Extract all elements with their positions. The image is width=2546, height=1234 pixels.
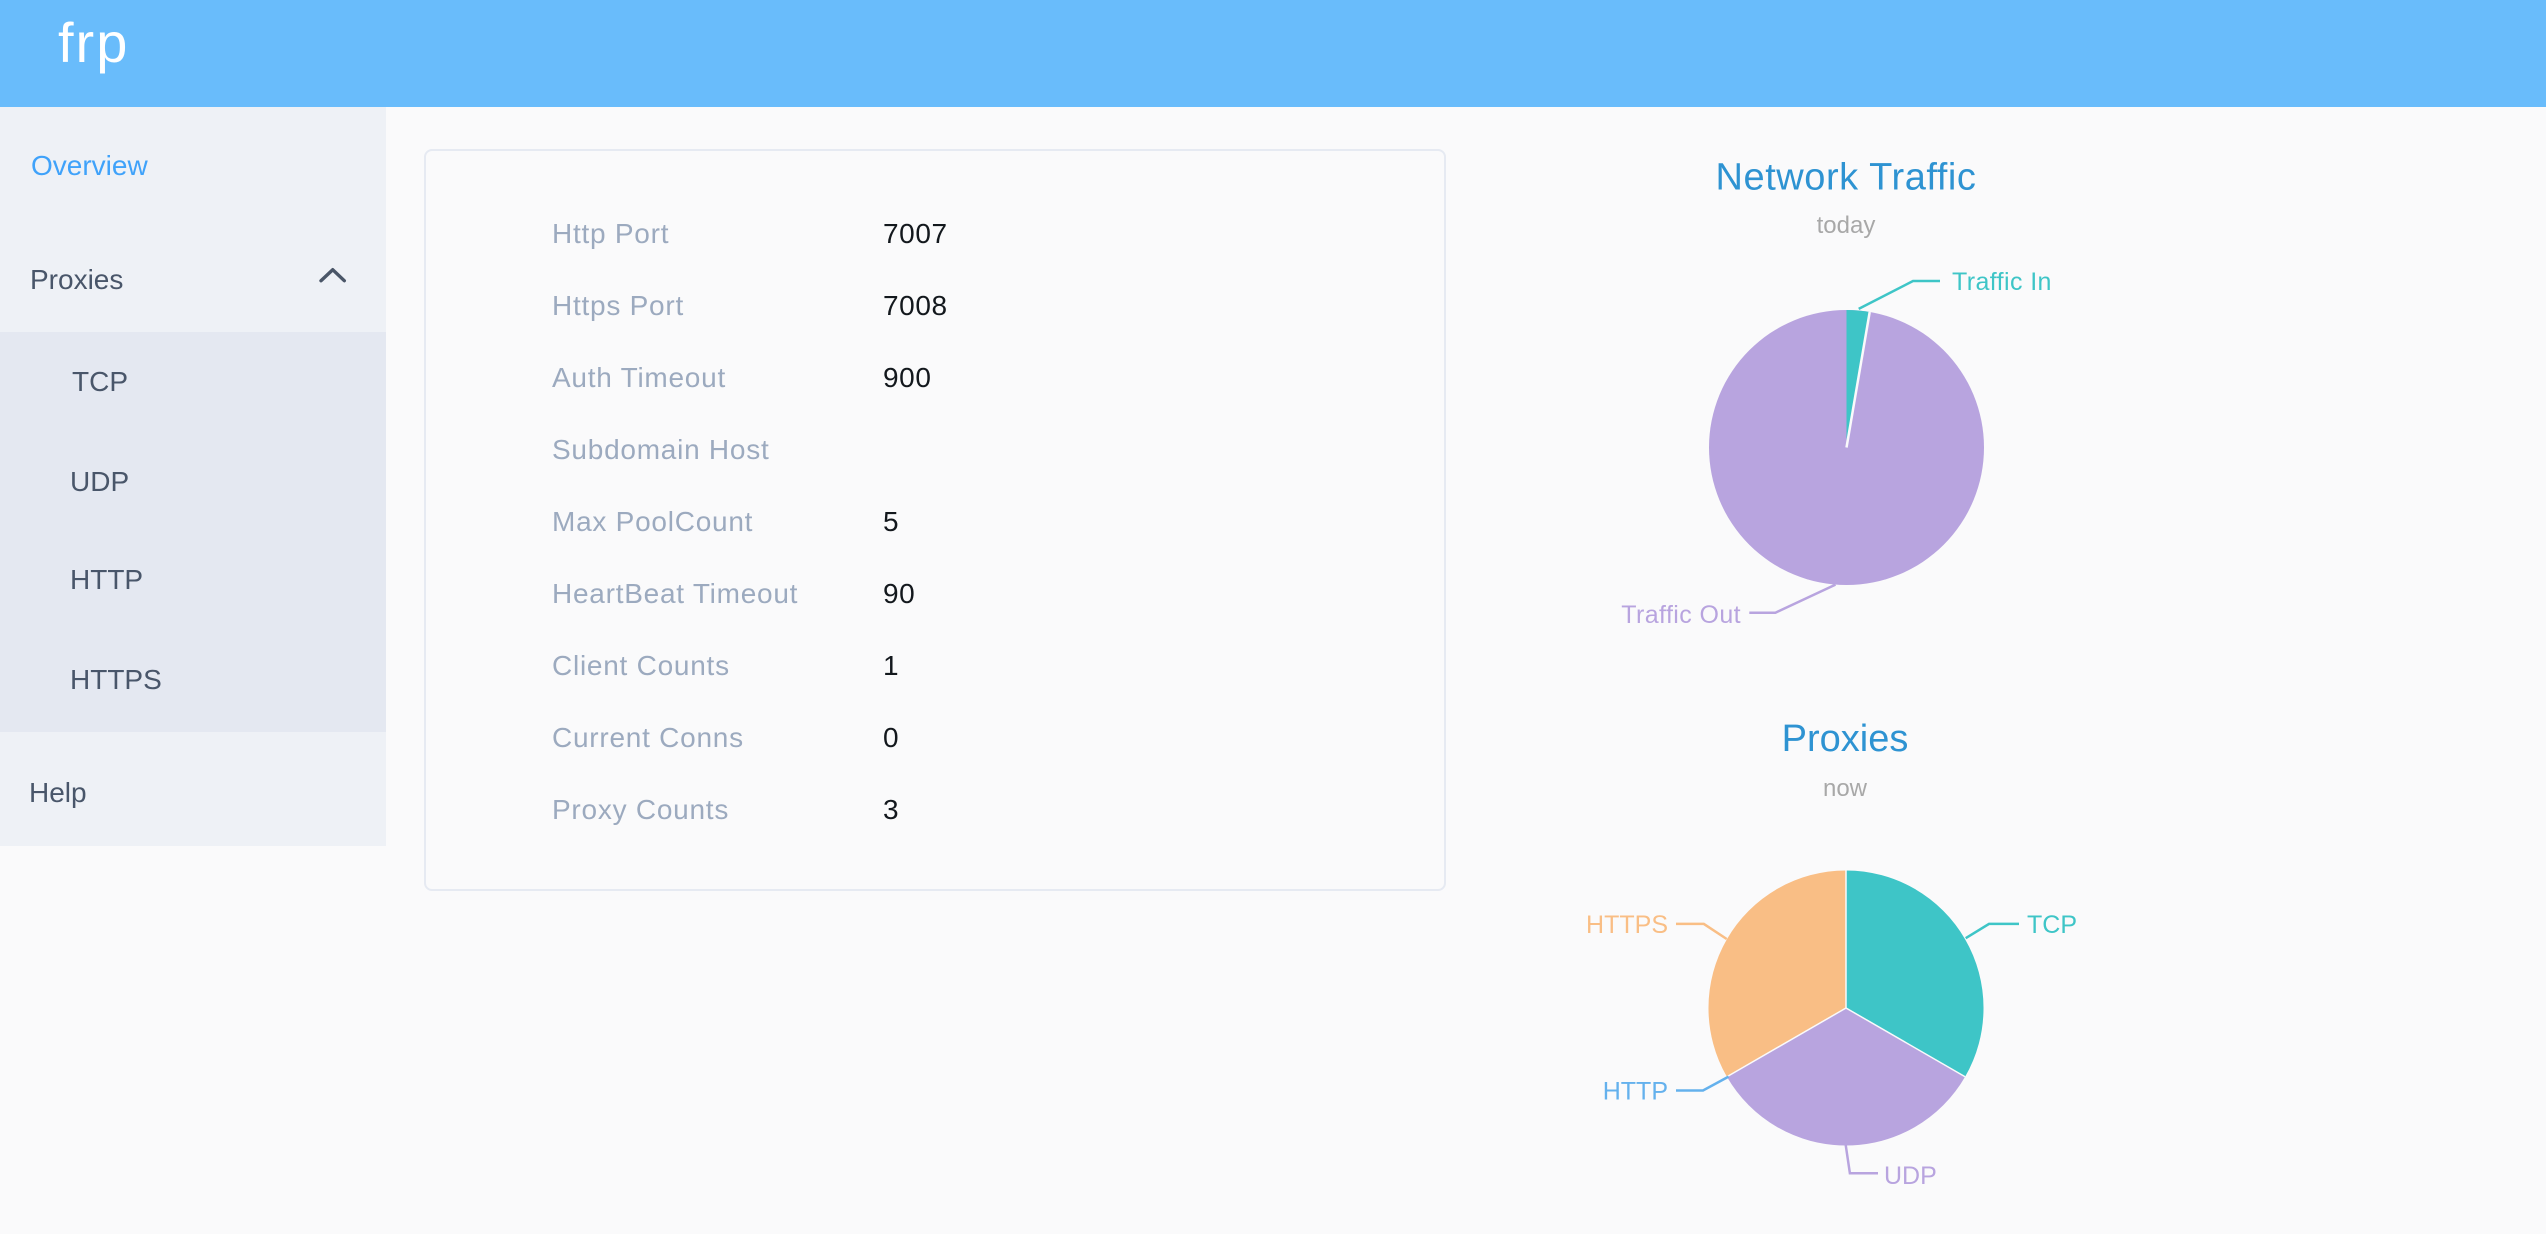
svg-text:today: today xyxy=(1817,212,1876,239)
svg-text:Proxies: Proxies xyxy=(1782,718,1909,760)
svg-text:Network Traffic: Network Traffic xyxy=(1716,157,1977,199)
svg-text:Traffic In: Traffic In xyxy=(1952,268,2052,296)
svg-text:HTTP: HTTP xyxy=(1603,1078,1668,1106)
svg-text:TCP: TCP xyxy=(2027,911,2077,939)
svg-text:UDP: UDP xyxy=(1884,1162,1937,1190)
svg-text:HTTPS: HTTPS xyxy=(1586,911,1668,939)
svg-text:Traffic Out: Traffic Out xyxy=(1621,601,1741,629)
svg-text:now: now xyxy=(1823,775,1868,802)
